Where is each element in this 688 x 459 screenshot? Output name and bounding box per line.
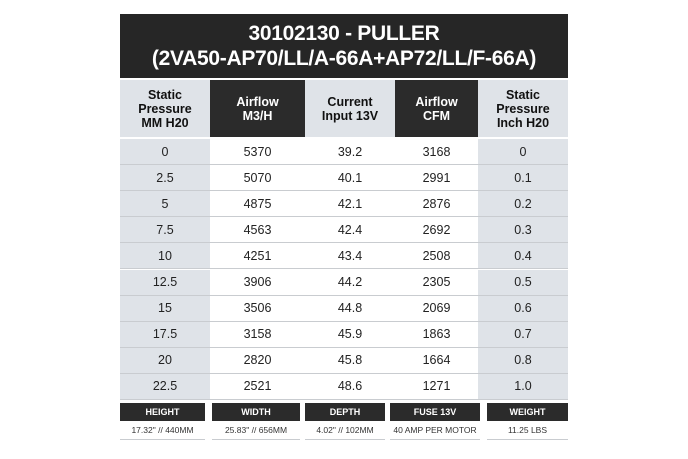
header-line: Static <box>505 87 541 102</box>
title-line: (2VA50-AP70/LL/A-66A+AP72/LL/F-66A) <box>151 47 537 70</box>
table-cell: 42.4 <box>305 217 395 244</box>
spec-label: WIDTH <box>212 403 300 421</box>
header-line: Airflow <box>236 94 279 109</box>
table-cell: 39.2 <box>305 139 395 166</box>
table-cell: 43.4 <box>305 243 395 270</box>
spec-label: FUSE 13V <box>390 403 480 421</box>
spec-value: 4.02" // 102MM <box>305 421 385 440</box>
table-cell: 0 <box>478 139 568 166</box>
title-line: 30102130 - PULLER <box>248 22 440 45</box>
header-line: CFM <box>422 108 451 123</box>
table-cell: 1271 <box>395 373 478 400</box>
table-cell: 0.5 <box>478 269 568 296</box>
header-line: Inch H20 <box>496 115 550 130</box>
table-cell: 4251 <box>210 243 305 270</box>
table-cell: 2521 <box>210 373 305 400</box>
table-cell: 0.3 <box>478 217 568 244</box>
table-cell: 4563 <box>210 217 305 244</box>
table-cell: 2069 <box>395 295 478 322</box>
header-line: M3/H <box>242 108 273 123</box>
table-cell: 5 <box>120 191 210 218</box>
column-header: Airflow CFM <box>395 80 478 137</box>
table-cell: 3168 <box>395 139 478 166</box>
table-cell: 10 <box>120 243 210 270</box>
table-cell: 42.1 <box>305 191 395 218</box>
table-cell: 15 <box>120 295 210 322</box>
column-header: Static Pressure MM H20 <box>120 80 210 137</box>
spec-value: 11.25 LBS <box>487 421 568 440</box>
table-cell: 3158 <box>210 321 305 348</box>
table-cell: 17.5 <box>120 321 210 348</box>
column-header: Current Input 13V <box>305 80 395 137</box>
spec-label: HEIGHT <box>120 403 205 421</box>
table-cell: 0.1 <box>478 165 568 192</box>
table-cell: 0.2 <box>478 191 568 218</box>
table-cell: 44.2 <box>305 269 395 296</box>
table-cell: 2820 <box>210 347 305 374</box>
table-cell: 2508 <box>395 243 478 270</box>
column-header: Airflow M3/H <box>210 80 305 137</box>
table-cell: 20 <box>120 347 210 374</box>
table-cell: 2692 <box>395 217 478 244</box>
spec-value: 40 AMP PER MOTOR <box>390 421 480 440</box>
table-cell: 1664 <box>395 347 478 374</box>
column-header: Static Pressure Inch H20 <box>478 80 568 137</box>
table-cell: 4875 <box>210 191 305 218</box>
header-line: MM H20 <box>141 115 189 130</box>
title-block: 30102130 - PULLER (2VA50-AP70/LL/A-66A+AP… <box>120 14 568 78</box>
table-cell: 22.5 <box>120 373 210 400</box>
table-cell: 0.4 <box>478 243 568 270</box>
spec-label: DEPTH <box>305 403 385 421</box>
table-cell: 5070 <box>210 165 305 192</box>
table-cell: 0.7 <box>478 321 568 348</box>
table-cell: 45.8 <box>305 347 395 374</box>
spec-value: 17.32" // 440MM <box>120 421 205 440</box>
table-cell: 3506 <box>210 295 305 322</box>
table-cell: 7.5 <box>120 217 210 244</box>
table-cell: 44.8 <box>305 295 395 322</box>
table-cell: 0.6 <box>478 295 568 322</box>
header-line: Pressure <box>138 101 192 116</box>
spec-label: WEIGHT <box>487 403 568 421</box>
table-cell: 2305 <box>395 269 478 296</box>
table-cell: 12.5 <box>120 269 210 296</box>
spec-value: 25.83" // 656MM <box>212 421 300 440</box>
table-cell: 2876 <box>395 191 478 218</box>
header-line: Current <box>327 94 373 109</box>
table-cell: 1863 <box>395 321 478 348</box>
table-cell: 2991 <box>395 165 478 192</box>
table-cell: 5370 <box>210 139 305 166</box>
table-cell: 45.9 <box>305 321 395 348</box>
header-line: Input 13V <box>321 108 379 123</box>
header-line: Airflow <box>415 94 458 109</box>
table-cell: 1.0 <box>478 373 568 400</box>
table-cell: 0 <box>120 139 210 166</box>
table-cell: 40.1 <box>305 165 395 192</box>
header-line: Pressure <box>496 101 550 116</box>
table-cell: 48.6 <box>305 373 395 400</box>
table-cell: 2.5 <box>120 165 210 192</box>
table-cell: 0.8 <box>478 347 568 374</box>
header-line: Static <box>147 87 183 102</box>
table-cell: 3906 <box>210 269 305 296</box>
